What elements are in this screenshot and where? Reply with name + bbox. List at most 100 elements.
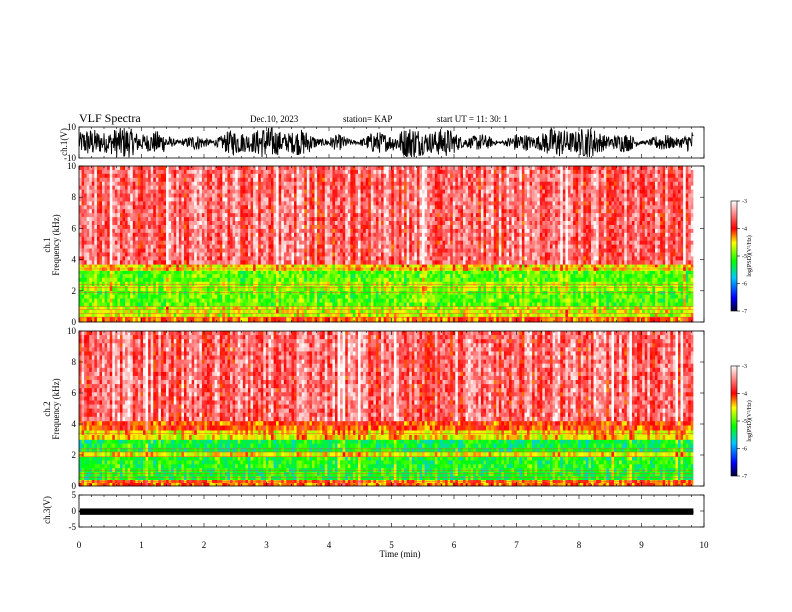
spectrogram-ch1-cell [84,309,87,314]
spectrogram-ch1-cell [534,309,538,314]
spectrogram-ch1-cell [550,309,553,314]
spectrogram-ch1-cell [634,290,638,295]
spectrogram-ch1-cell [381,264,384,268]
spectrogram-ch1-cell [263,306,267,311]
spectrogram-ch1-cell [91,181,95,186]
spectrogram-ch1-cell [183,166,187,171]
spectrogram-ch1-cell [122,185,126,190]
spectrogram-ch1-cell [178,166,182,171]
spectrogram-ch1-cell [201,302,205,307]
spectrogram-ch1-cell [619,177,622,183]
spectrogram-ch1-cell [265,298,269,303]
spectrogram-ch1-cell [486,274,489,279]
spectrogram-ch1-cell [291,270,295,275]
spectrogram-ch1-cell [388,169,392,175]
spectrogram-ch1-cell [614,281,617,287]
spectrogram-ch1-cell [396,270,400,275]
spectrogram-ch1-cell [598,270,602,275]
spectrogram-ch1-cell [603,169,607,175]
spectrogram-ch1-cell [258,185,262,190]
spectrogram-ch1-cell [662,281,666,287]
spectrogram-ch1-cell [132,281,136,287]
spectrogram-ch1-cell [565,286,569,292]
spectrogram-ch1-cell [250,277,254,282]
spectrogram-ch1-cell [296,298,300,303]
spectrogram-ch1-cell [155,298,159,303]
spectrogram-ch1-cell [322,306,326,311]
spectrogram-ch1-cell [629,177,633,183]
spectrogram-ch1-cell [253,313,256,317]
spectrogram-ch1-cell [368,264,372,268]
spectrogram-ch1-cell [447,281,451,287]
spectrogram-ch1-cell [109,286,113,292]
spectrogram-ch1-cell [468,302,471,307]
spectrogram-ch1-cell [619,313,622,317]
spectrogram-ch1-cell [634,309,638,314]
spectrogram-ch1-cell [588,298,592,303]
spectrogram-ch1-cell [511,309,515,314]
spectrogram-ch1-cell [447,294,451,299]
spectrogram-ch1-cell [583,309,587,314]
spectrogram-ch1-cell [404,270,407,275]
spectrogram-ch1-cell [391,274,395,279]
spectrogram-ch1-cell [145,290,149,295]
spectrogram-ch1-cell [311,306,315,311]
spectrogram-ch1-cell [621,169,625,175]
spectrogram-ch1-cell [199,298,203,303]
spectrogram-ch1-cell [168,166,172,171]
spectrogram-ch1-cell [503,309,507,314]
spectrogram-ch1-cell [265,185,269,190]
spectrogram-ch1-cell [675,309,679,314]
spectrogram-ch1-cell [337,166,341,171]
spectrogram-ch1-cell [419,181,423,186]
spectrogram-ch1-cell [388,316,392,323]
spectrogram-ch1-cell [616,290,620,295]
spectrogram-ch1-cell [391,264,395,268]
spectrogram-ch1-cell [409,181,413,186]
spectrogram-ch1-cell [537,277,541,282]
spectrogram-ch1-cell [199,177,203,183]
spectrogram-ch1-cell [457,166,461,171]
spectrogram-ch1-cell [521,177,525,183]
spectrogram-ch1-cell [465,309,469,314]
spectrogram-ch1-cell [688,306,692,311]
spectrogram-ch1-cell [342,309,346,314]
spectrogram-ch1-cell [109,177,113,183]
spectrogram-ch1-cell [345,166,349,171]
spectrogram-ch1-cell [534,302,538,307]
spectrogram-ch1-cell [327,294,331,299]
spectrogram-ch1-cell [498,173,502,179]
spectrogram-ch1-cell [107,274,111,279]
spectrogram-ch1-cell [588,169,592,175]
spectrogram-ch1-cell [268,286,272,292]
spectrogram-ch1-cell [480,313,484,317]
spectrogram-ch1-cell [334,309,338,314]
spectrogram-ch1-cell [452,290,456,295]
spectrogram-ch1-cell [603,290,607,295]
spectrogram-ch1-cell [393,274,397,279]
spectrogram-ch1-cell [631,177,635,183]
spectrogram-ch1-cell [189,286,192,292]
spectrogram-ch1-cell [324,313,328,317]
spectrogram-ch1-cell [639,290,643,295]
spectrogram-ch1-cell [419,316,423,323]
spectrogram-ch1-cell [480,166,484,171]
spectrogram-ch1-cell [378,264,382,268]
spectrogram-ch1-cell [301,173,305,179]
spectrogram-ch1-cell [288,294,292,299]
spectrogram-ch1-cell [352,281,356,287]
spectrogram-ch1-cell [406,277,410,282]
spectrogram-ch1-cell [544,309,548,314]
spectrogram-ch1-cell [491,290,494,295]
spectrogram-ch1-cell [278,264,282,268]
spectrogram-ch1-cell [452,281,456,287]
spectrogram-ch1-cell [447,298,451,303]
spectrogram-ch1-cell [375,274,379,279]
spectrogram-ch1-cell [181,277,185,282]
spectrogram-ch1-cell [268,277,272,282]
spectrogram-ch1-cell [155,181,159,186]
spectrogram-ch1-cell [439,302,443,307]
spectrogram-ch1-cell [242,281,246,287]
spectrogram-ch1-cell [552,181,556,186]
spectrogram-ch1-cell [219,309,223,314]
